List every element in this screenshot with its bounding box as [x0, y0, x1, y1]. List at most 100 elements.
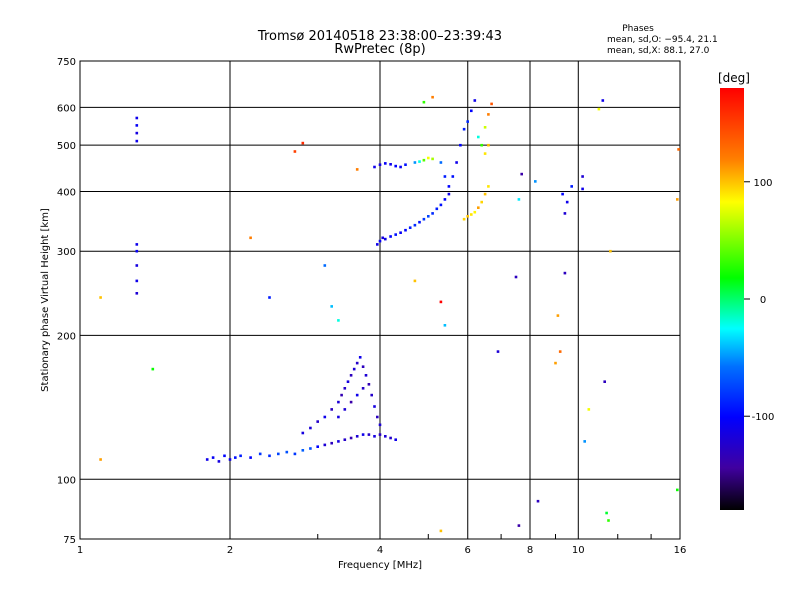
data-point [427, 156, 430, 160]
data-point [563, 212, 567, 215]
data-point [534, 180, 537, 183]
x-tick-label: 10 [572, 545, 585, 556]
data-point [364, 374, 368, 377]
data-point [343, 438, 347, 441]
data-point [422, 217, 426, 221]
data-point [384, 162, 387, 165]
data-point [490, 102, 493, 106]
data-point [277, 452, 280, 456]
data-point [389, 163, 392, 166]
data-point [258, 452, 262, 456]
data-point [330, 441, 333, 445]
chart-subtitle: RwPretec (8p) [334, 42, 425, 57]
colorbar-ticks: 100 0 -100 [744, 178, 774, 423]
data-point [399, 165, 402, 169]
data-point [554, 361, 557, 365]
data-point [337, 400, 340, 404]
data-point [349, 400, 353, 404]
legend-line-o: mean, sd,O: −95.4, 21.1 [607, 35, 718, 45]
data-point [309, 426, 312, 430]
data-point [431, 157, 434, 161]
colorbar-tick-label: 0 [760, 295, 766, 306]
data-point [605, 511, 608, 515]
y-axis-label: Stationary phase Virtual Height [km] [40, 208, 51, 392]
colorbar [720, 88, 744, 510]
data-point [558, 350, 562, 353]
data-point [367, 383, 371, 386]
data-point [135, 292, 139, 295]
y-tick-label: 400 [57, 187, 76, 198]
chart-title: Tromsø 20140518 23:38:00–23:39:43 [257, 29, 502, 44]
data-point [323, 415, 327, 419]
data-point [536, 499, 540, 503]
data-point [581, 175, 584, 178]
data-point [496, 350, 500, 353]
data-point [443, 324, 447, 327]
data-point [330, 408, 333, 411]
data-point [561, 192, 564, 196]
data-point [587, 408, 591, 411]
data-point [323, 443, 327, 447]
data-point [435, 207, 439, 211]
data-point [404, 228, 407, 232]
data-point [480, 200, 483, 204]
data-point [239, 454, 242, 458]
data-point [349, 436, 353, 440]
data-point [470, 109, 473, 113]
data-point [565, 200, 569, 204]
data-point [205, 458, 209, 461]
data-point [376, 415, 379, 419]
data-point [462, 127, 466, 131]
data-point [301, 449, 305, 452]
data-point [483, 126, 487, 129]
data-point [447, 185, 451, 188]
x-tick-label: 4 [377, 545, 383, 556]
data-point [217, 460, 221, 463]
grid [80, 61, 680, 539]
data-point [394, 233, 397, 236]
data-point [330, 305, 333, 308]
colorbar-tick-label: -100 [752, 412, 775, 423]
data-point [384, 237, 387, 241]
data-point [404, 163, 407, 166]
data-point [346, 380, 350, 383]
data-point [361, 365, 365, 368]
data-point [451, 175, 455, 178]
data-point [480, 143, 483, 147]
data-point [373, 435, 376, 438]
data-point [389, 235, 392, 238]
data-point [487, 143, 490, 147]
data-point [268, 296, 271, 299]
data-point [418, 160, 421, 163]
data-point [337, 440, 340, 443]
data-point [228, 458, 232, 461]
data-point [470, 213, 473, 216]
data-point [337, 319, 340, 322]
data-point [439, 529, 443, 533]
data-point [601, 99, 605, 102]
data-point [581, 187, 584, 191]
data-point [597, 107, 601, 111]
data-point [389, 436, 392, 440]
data-point [443, 198, 447, 201]
data-point [285, 450, 289, 454]
data-point [455, 161, 458, 164]
data-point [234, 456, 237, 459]
data-point [361, 433, 365, 436]
data-point [477, 135, 480, 139]
data-point [301, 141, 305, 145]
data-point [413, 223, 417, 227]
data-point [316, 420, 319, 423]
data-point [99, 296, 102, 299]
data-point [378, 239, 382, 243]
y-tick-label: 300 [57, 247, 76, 258]
data-point [563, 271, 567, 275]
data-point [355, 168, 359, 171]
data-point [394, 164, 397, 168]
data-point [439, 300, 443, 304]
data-point [399, 231, 402, 234]
data-point [413, 279, 417, 283]
data-point [483, 152, 487, 155]
data-point [677, 148, 680, 151]
